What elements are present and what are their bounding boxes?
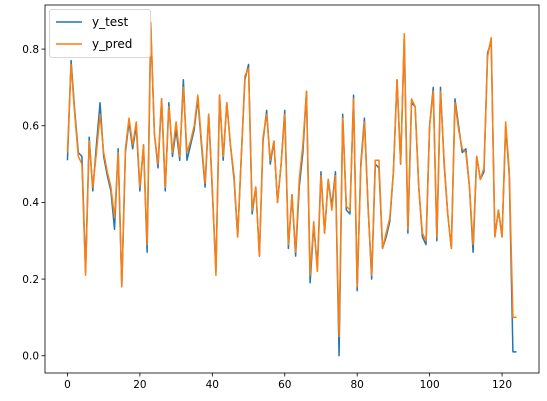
x-tick-label: 20 [133, 379, 146, 391]
x-tick-label: 80 [351, 379, 364, 391]
x-tick-label: 0 [64, 379, 71, 391]
x-tick-label: 120 [492, 379, 512, 391]
y-tick-label: 0.6 [22, 121, 39, 133]
legend: y_test y_pred [49, 9, 151, 58]
axes-frame [44, 4, 540, 374]
y-axis: 0.0 0.2 0.4 0.6 0.8 [22, 44, 45, 363]
x-tick-label: 60 [278, 379, 291, 391]
y-tick-label: 0.2 [22, 274, 39, 286]
legend-label-y-test: y_test [92, 15, 128, 29]
y-tick-label: 0.8 [22, 44, 39, 56]
y-tick-label: 0.0 [22, 351, 39, 363]
x-tick-label: 40 [206, 379, 219, 391]
legend-label-y-pred: y_pred [92, 37, 132, 51]
x-axis: 0 20 40 60 80 100 120 [64, 373, 512, 391]
plot-area [44, 4, 540, 374]
y-tick-label: 0.4 [22, 197, 39, 209]
series-line-y-pred [66, 21, 517, 338]
x-tick-label: 100 [420, 379, 440, 391]
